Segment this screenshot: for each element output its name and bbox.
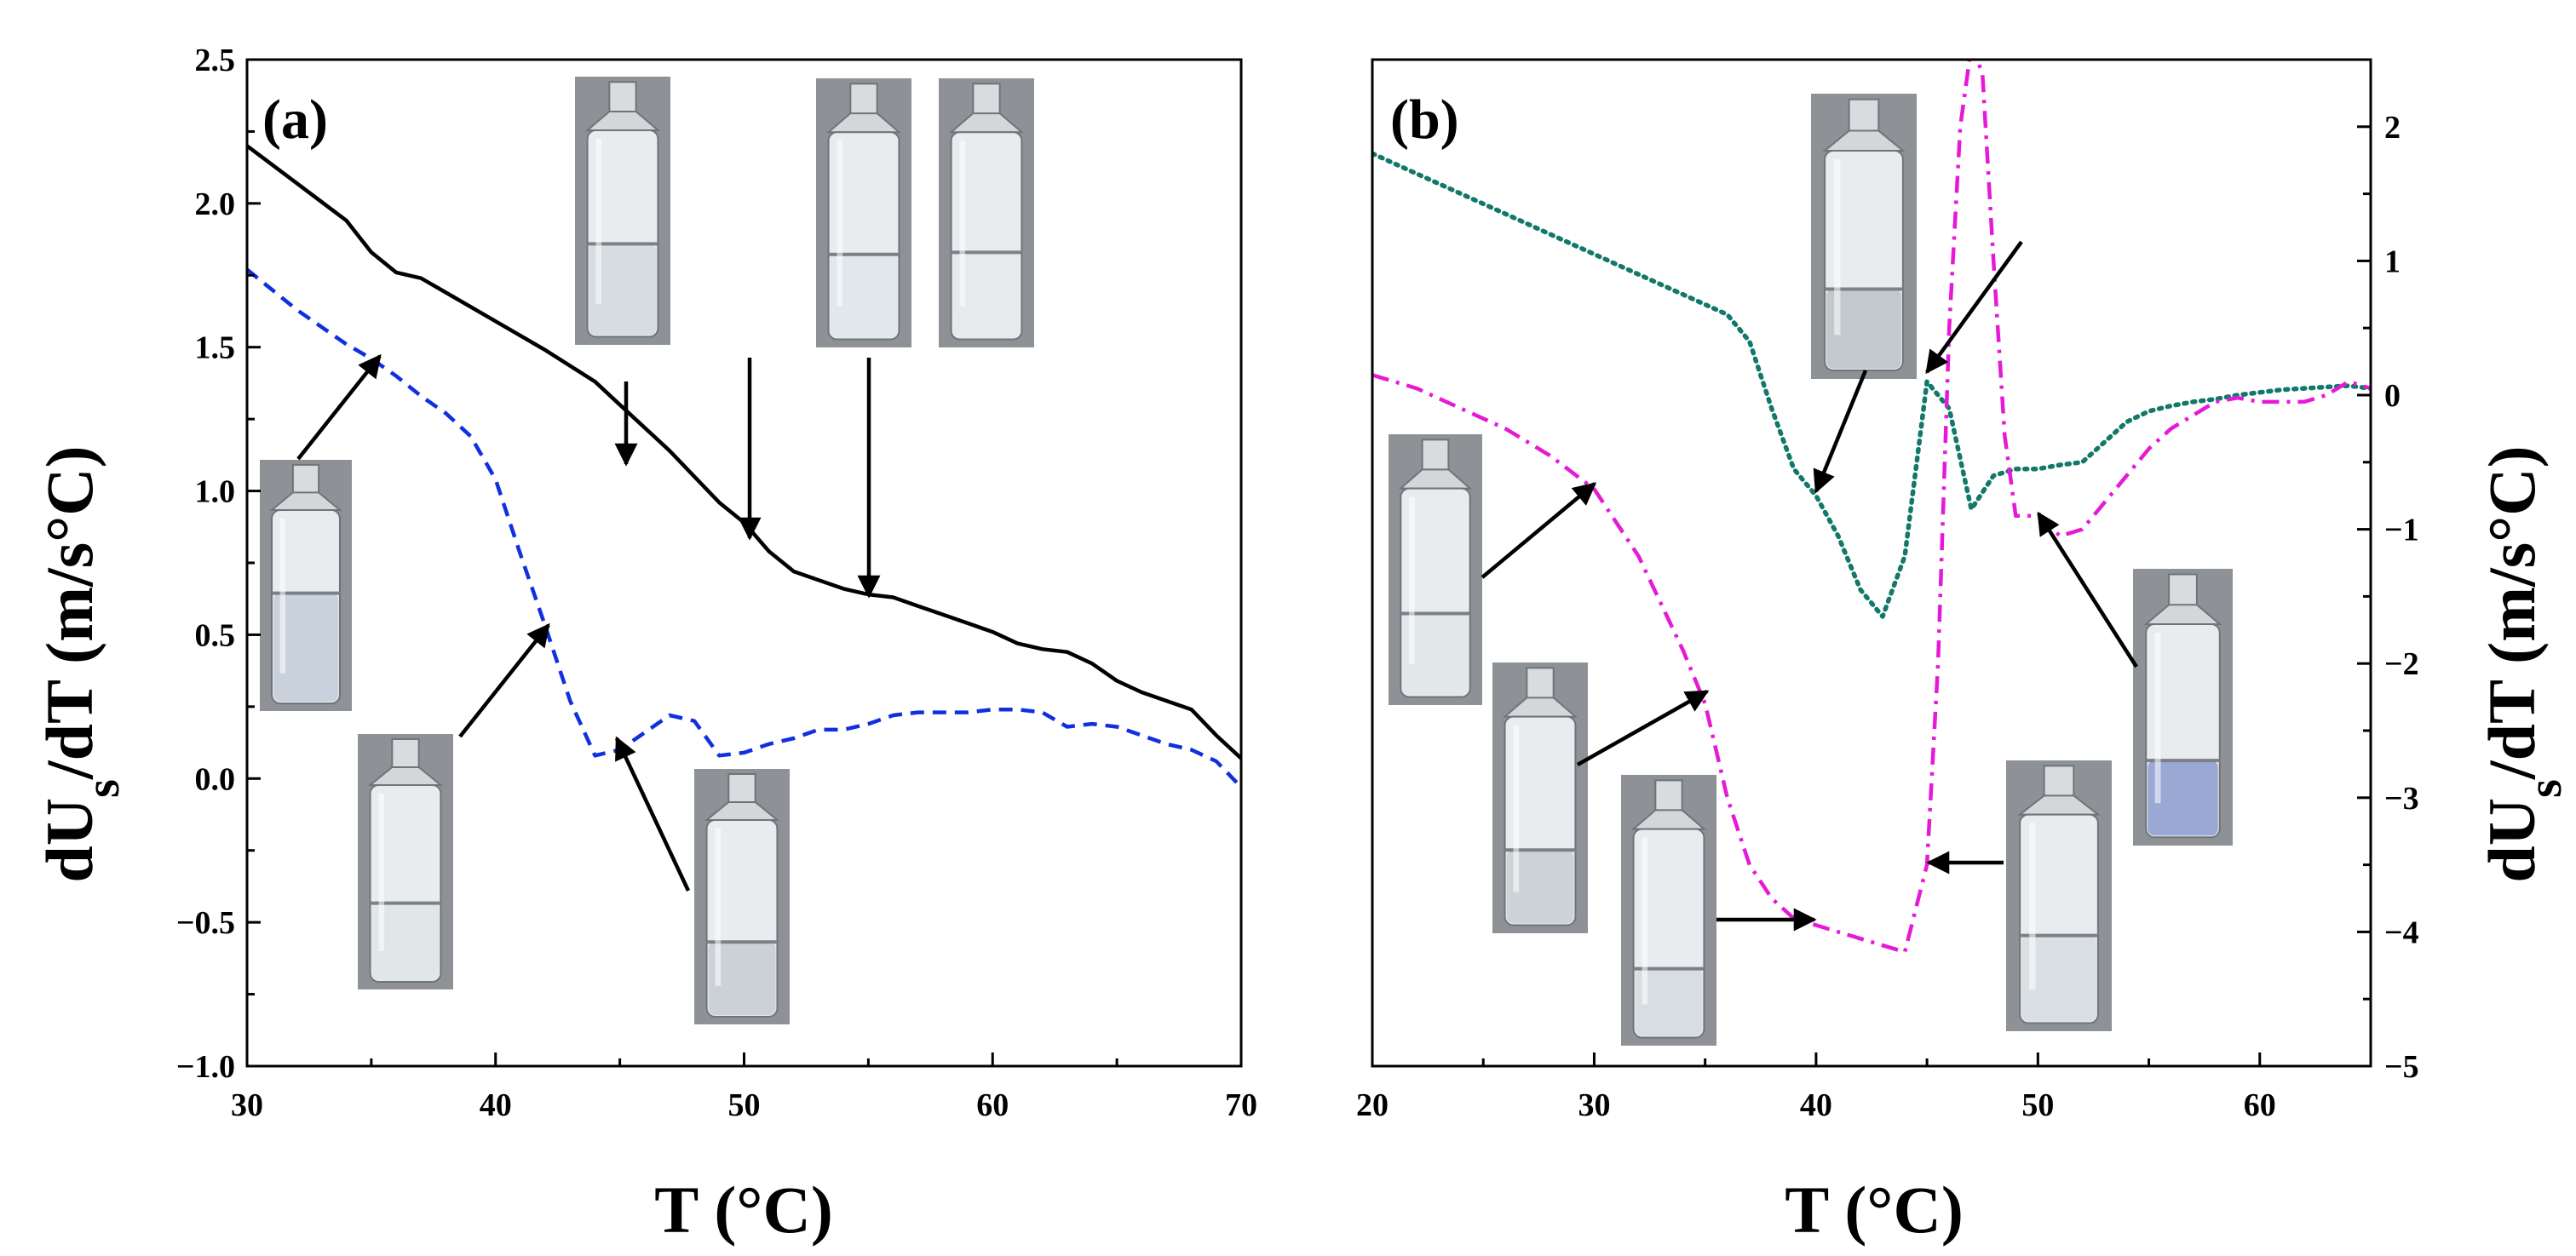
plot-frame	[1371, 58, 2372, 1068]
y-tick-label: −4	[2384, 915, 2419, 950]
y-tick-label: −0.5	[176, 905, 235, 941]
y-tick-label: 1	[2384, 244, 2401, 279]
y-tick-label: −1.0	[176, 1049, 235, 1085]
y-tick-label: −5	[2384, 1049, 2419, 1085]
y-tick-label: −2	[2384, 646, 2419, 682]
annotation-arrow	[2037, 511, 2138, 668]
vial-photo-inset	[260, 460, 352, 711]
x-tick-label: 30	[231, 1087, 263, 1123]
y-axis-label-a: dUs/dT (m/s°C)	[32, 445, 129, 882]
vial-photo-inset	[1389, 434, 1482, 705]
y-tick-label: 2	[2384, 110, 2401, 146]
vial-photo-inset	[1492, 662, 1588, 933]
y-tick-label: 2.5	[195, 43, 236, 78]
annotation-arrow	[1925, 240, 2023, 375]
y-tick-label: 0	[2384, 378, 2401, 414]
vial-photo-inset	[694, 769, 790, 1024]
y-tick-label: −3	[2384, 781, 2419, 817]
series-line	[1372, 60, 2371, 955]
annotation-arrow	[296, 353, 382, 461]
x-tick-label: 30	[1578, 1087, 1610, 1123]
panel-label: (a)	[262, 89, 328, 151]
x-tick-label: 60	[976, 1087, 1009, 1123]
x-tick-label: 50	[728, 1087, 761, 1123]
x-tick-label: 70	[1225, 1087, 1257, 1123]
panel-label: (b)	[1390, 89, 1459, 151]
panel-b: 20 30 40 50 60 −5 −4 −3 −2 −1 0 1 2 (b)	[1356, 58, 2419, 1123]
y-axis-label-b: dUs/dT (m/s°C)	[2475, 445, 2572, 882]
y-tick-label: −1	[2384, 513, 2419, 548]
x-tick-label: 20	[1356, 1087, 1389, 1123]
y-tick-label: 0.0	[195, 761, 236, 797]
x-axis-label-a: T (°C)	[654, 1173, 833, 1247]
vial-photo-inset	[1811, 94, 1917, 379]
annotation-arrow	[1813, 370, 1868, 494]
x-tick-label: 60	[2244, 1087, 2276, 1123]
annotation-arrow	[1576, 690, 1710, 766]
y-tick-label: 1.5	[195, 330, 236, 366]
vial-photo-inset	[939, 78, 1034, 347]
annotation-arrow	[458, 622, 550, 738]
series-line	[247, 144, 1241, 760]
series-line	[1372, 151, 2371, 619]
series-line	[247, 267, 1241, 789]
vial-photo-inset	[816, 78, 911, 347]
vial-photo-inset	[1621, 775, 1716, 1046]
y-tick-label: 2.0	[195, 186, 236, 222]
y-tick-label: 1.0	[195, 474, 236, 510]
x-tick-label: 40	[480, 1087, 512, 1123]
vial-photo-inset	[575, 77, 670, 345]
x-tick-label: 50	[2021, 1087, 2054, 1123]
y-tick-label: 0.5	[195, 617, 236, 653]
vial-photo-inset	[2133, 569, 2233, 846]
annotation-arrow	[1481, 482, 1597, 579]
vial-photo-inset	[2006, 760, 2112, 1031]
x-axis-label-b: T (°C)	[1785, 1173, 1964, 1247]
vial-photo-inset	[358, 734, 453, 989]
panel-a: 30 40 50 60 70 −1.0 −0.5 0.0 0.5 1.0 1.5 2.0 2.5 (a)	[176, 43, 1257, 1123]
annotation-arrow	[614, 736, 691, 892]
x-tick-label: 40	[1800, 1087, 1832, 1123]
